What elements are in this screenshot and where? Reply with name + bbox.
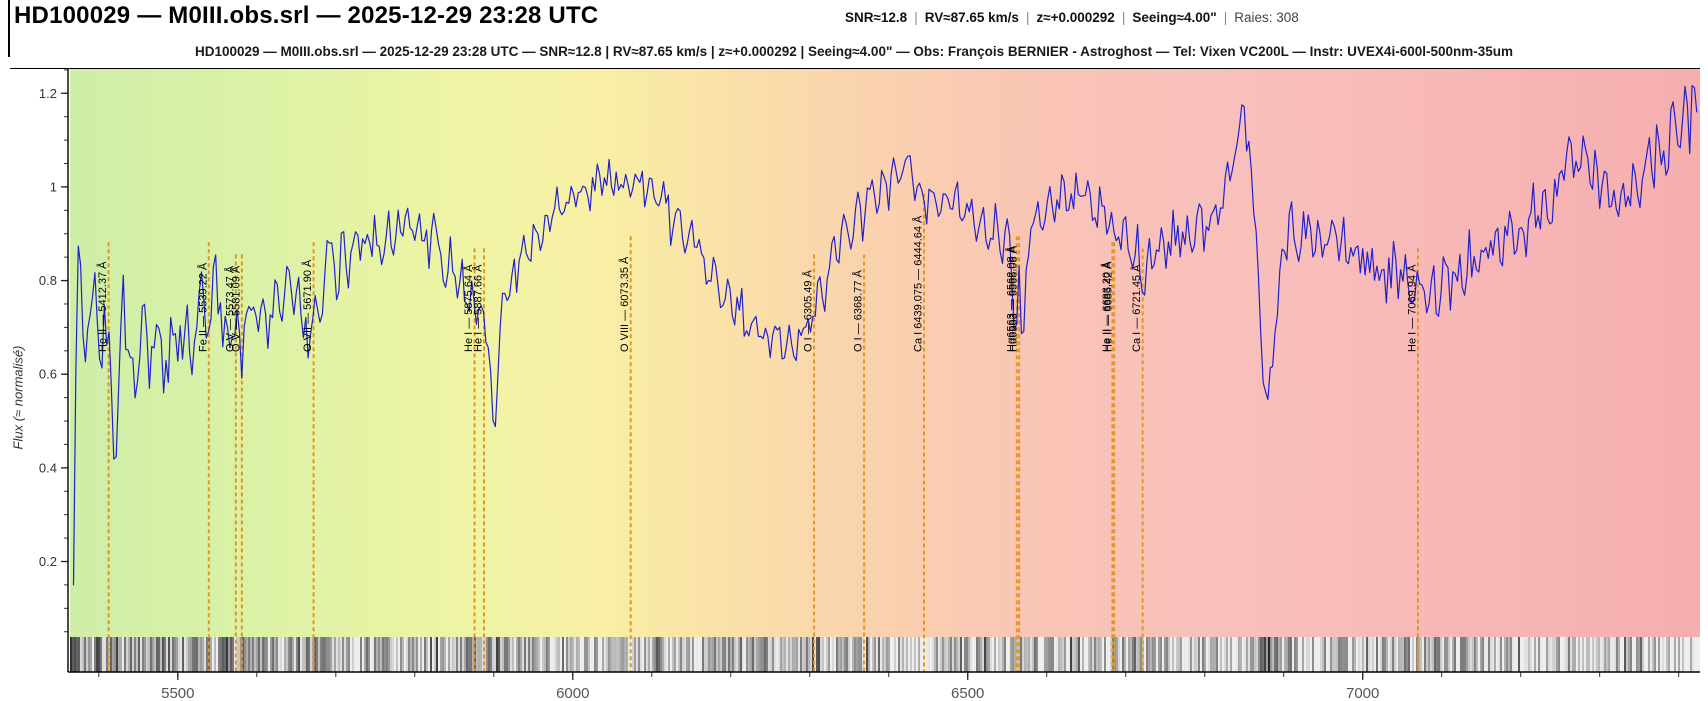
spectral-line-label: He I — 5887.66 Å [472,264,485,352]
y-tick-label: 0.8 [39,273,57,288]
spectrum-curve [72,85,1698,586]
spectral-line-label: He II — 6685.42 Å [1102,261,1115,352]
y-tick-label: 1.2 [39,86,57,101]
x-tick-label: 5500 [161,685,194,701]
spectral-line-label: O V — 5573.47 Å [223,265,236,352]
stat-item: SNR≈12.8 [845,10,908,25]
spectral-line-label: O V — 5581.09 Å [229,265,242,352]
header-stats: SNR≈12.8 | RV≈87.65 km/s | z≈+0.000292 | Seein… [845,10,1299,25]
spectral-line-label: O VIII — 6073.35 Å [618,256,631,352]
spectral-line-label: O VII — 5671.90 Å [301,259,314,352]
x-tick-label: 7000 [1346,685,1379,701]
flux-axis-label: Flux (≈ normalisé) [10,345,26,450]
stats-separator: | [1121,10,1126,25]
spectral-line-label: Ca I 6439.075 — 6444.64 Å [912,215,925,352]
spectrum-chart: Flux (≈ normalisé) 5500 6000 6500 7000 0.2 0.… [0,68,1708,701]
stat-item: Seeing≈4.00" [1132,10,1217,25]
x-tick-label: 6000 [556,685,589,701]
spectral-line-label: Ca I — 6721.45 Å [1130,264,1143,352]
left-edge-bar [8,0,10,57]
y-tick-label: 0.2 [39,554,57,569]
spectral-line-label: Hα6563 — 6562.08 Å [1004,245,1017,352]
stats-separator: | [1025,10,1030,25]
stat-item: RV≈87.65 km/s [924,10,1019,25]
spectral-line-label: He I — 7069.94 Å [1405,264,1418,352]
spectral-line-label: He I — 5875.64 Å [462,264,475,352]
spectral-line-label: Hα6563 — 6565.08 Å [1007,245,1020,352]
spectral-line-label: Fe II — 5539.22 Å [196,262,209,352]
spectral-line-label: He II — 6683.20 Å [1100,261,1113,352]
y-tick-label: 1 [50,179,57,194]
spectrum-plot: 5500 6000 6500 7000 0.2 0.4 0.6 0.8 1 1.2 He II — … [10,68,1700,701]
stats-separator: | [1223,10,1228,25]
y-tick-label: 0.6 [39,367,57,382]
spectral-line-label: He II — 5412.37 Å [96,261,109,352]
spectral-line-label: O I — 6368.77 Å [852,269,865,352]
y-tick-label: 0.4 [39,460,57,475]
stat-item: Raies: 308 [1234,10,1299,25]
x-tick-label: 6500 [951,685,984,701]
stat-item: z≈+0.000292 [1036,10,1115,25]
page-title: HD100029 — M0III.obs.srl — 2025-12-29 23… [14,2,599,29]
stats-separator: | [914,10,918,25]
spectral-line-label: O I — 6305.49 Å [802,269,815,352]
chart-subtitle: HD100029 — M0III.obs.srl — 2025-12-29 23… [195,44,1513,59]
